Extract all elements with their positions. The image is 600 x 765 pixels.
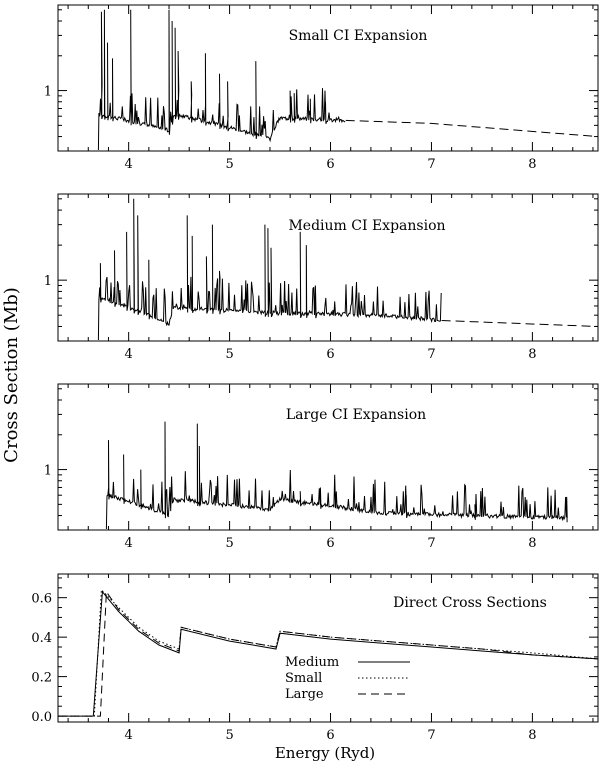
panel-title: Direct Cross Sections	[393, 595, 547, 611]
x-tick-label: 5	[225, 728, 233, 743]
panel-title: Medium CI Expansion	[288, 218, 445, 234]
y-axis-label: Cross Section (Mb)	[1, 287, 22, 463]
y-tick-label: 1	[44, 274, 52, 289]
cross-section-curve	[97, 9, 346, 151]
x-tick-label: 8	[528, 536, 536, 551]
y-tick-label: 0.4	[31, 631, 52, 646]
x-tick-label: 6	[326, 157, 334, 172]
x-tick-label: 7	[427, 347, 435, 362]
legend-label: Small	[285, 671, 322, 686]
x-tick-label: 7	[427, 536, 435, 551]
y-tick-label: 1	[44, 464, 52, 479]
series-medium	[58, 590, 598, 717]
cross-section-tail	[441, 320, 598, 327]
panel-title: Large CI Expansion	[286, 407, 426, 423]
x-tick-label: 8	[528, 347, 536, 362]
x-tick-label: 4	[125, 347, 133, 362]
y-tick-label: 0.2	[31, 671, 52, 686]
x-tick-label: 4	[125, 157, 133, 172]
cross-section-curve	[105, 421, 568, 530]
x-tick-label: 8	[528, 728, 536, 743]
panel-3: 4 5 6 7 8 1 Large CI Expansion	[44, 383, 599, 551]
panel-1: 4 5 6 7 8 1 Small CI Expansion	[44, 4, 599, 172]
panel-title: Small CI Expansion	[289, 28, 428, 44]
plot-frame	[57, 383, 599, 531]
panel-2: 4 5 6 7 8 1 Medium CI Expansion	[44, 193, 599, 362]
x-tick-label: 5	[225, 157, 233, 172]
x-tick-label: 8	[528, 157, 536, 172]
legend-label: Medium	[285, 655, 339, 670]
cross-section-curve	[97, 198, 442, 341]
plot-frame	[57, 193, 599, 342]
x-tick-label: 4	[125, 728, 133, 743]
x-tick-label: 6	[326, 536, 334, 551]
x-tick-label: 7	[427, 728, 435, 743]
panel-4: 4 5 6 7 8 0.0 0.2 0.4 0.6 Direct Cross Sections Me…	[31, 573, 599, 743]
y-tick-label: 0.0	[31, 710, 52, 725]
x-tick-label: 6	[326, 728, 334, 743]
plot-frame	[57, 573, 599, 723]
x-axis-label: Energy (Ryd)	[275, 744, 375, 762]
plot-frame	[57, 4, 599, 152]
legend-label: Large	[285, 687, 324, 702]
x-tick-label: 5	[225, 347, 233, 362]
y-tick-label: 0.6	[31, 592, 52, 607]
y-tick-label: 1	[44, 85, 52, 100]
cross-section-tail	[345, 119, 598, 138]
x-tick-label: 4	[125, 536, 133, 551]
x-tick-label: 5	[225, 536, 233, 551]
x-tick-label: 6	[326, 347, 334, 362]
panels: 4 5 6 7 8 1 Small CI Expansion 4 5 6 7 8 1 Medium CI …	[31, 4, 599, 743]
x-tick-label: 7	[427, 157, 435, 172]
